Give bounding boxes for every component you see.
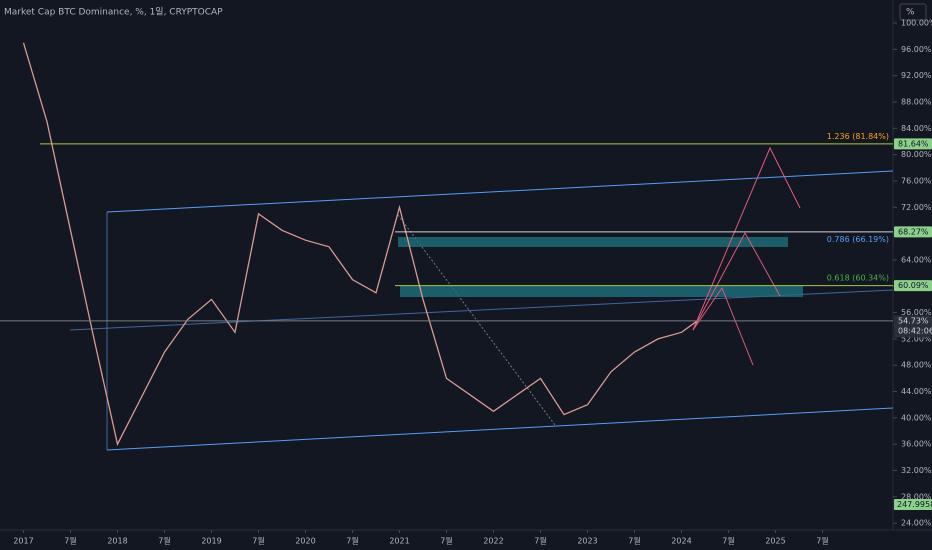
y-tick-label: 24.00% <box>901 519 932 528</box>
fib-label: 0.618 (60.34%) <box>827 274 889 283</box>
x-tick-label: 7월 <box>346 536 358 546</box>
y-tick-label: 80.00% <box>901 150 932 159</box>
scale-button-label[interactable]: % <box>906 8 915 18</box>
x-tick-label: 7월 <box>440 536 452 546</box>
fib-label: 0.786 (66.19%) <box>827 235 889 244</box>
zone <box>400 286 803 297</box>
level-badge <box>894 280 932 292</box>
x-tick-label: 7월 <box>64 536 76 546</box>
zone <box>398 237 788 247</box>
volume-badge <box>894 499 932 510</box>
y-tick-label: 84.00% <box>901 124 932 133</box>
level-badge-label: 81.64% <box>898 139 929 148</box>
volume-label: 247.9958 <box>897 500 932 509</box>
y-tick-label: 40.00% <box>901 413 932 422</box>
x-tick-label: 2018 <box>107 537 127 546</box>
x-tick-label: 7월 <box>252 536 264 546</box>
x-tick-label: 2019 <box>201 537 221 546</box>
price-line <box>22 42 698 447</box>
channel-bottom <box>106 407 894 451</box>
y-tick-label: 96.00% <box>901 45 932 54</box>
drawings <box>69 146 894 451</box>
level-badge-label: 54.73% <box>898 316 929 325</box>
y-tick-label: 72.00% <box>901 203 932 212</box>
scale-button[interactable] <box>899 3 927 21</box>
level-badge <box>894 226 932 238</box>
chart-title: Market Cap BTC Dominance, %, 1일, CRYPTOC… <box>4 7 223 18</box>
countdown: 08:42:06 <box>898 326 932 335</box>
y-tick-label: 44.00% <box>901 387 932 396</box>
x-tick-label: 7월 <box>158 536 170 546</box>
x-tick-label: 7월 <box>628 536 640 546</box>
x-tick-label: 2020 <box>295 537 315 546</box>
x-tick-label: 2023 <box>577 537 597 546</box>
projection <box>692 286 754 366</box>
projection <box>692 146 801 331</box>
x-tick-label: 2021 <box>389 537 409 546</box>
y-tick-label: 100.00% <box>901 19 932 28</box>
y-tick-label: 48.00% <box>901 361 932 370</box>
fib-label: 1.236 (81.84%) <box>827 132 889 141</box>
level-badge <box>894 315 932 338</box>
y-tick-label: 92.00% <box>901 71 932 80</box>
y-tick-label: 36.00% <box>901 440 932 449</box>
projection <box>692 231 781 331</box>
x-tick-label: 2017 <box>13 537 33 546</box>
x-tick-label: 2022 <box>483 537 503 546</box>
channel-top <box>106 170 894 213</box>
level-badge-label: 68.27% <box>898 227 929 236</box>
x-tick-label: 7월 <box>534 536 546 546</box>
y-tick-label: 76.00% <box>901 176 932 185</box>
x-tick-label: 7월 <box>816 536 828 546</box>
level-badge-label: 60.09% <box>898 281 929 290</box>
y-tick-label: 56.00% <box>901 308 932 317</box>
y-tick-label: 64.00% <box>901 255 932 264</box>
x-tick-label: 2024 <box>671 537 691 546</box>
x-tick-label: 2025 <box>765 537 785 546</box>
level-badge <box>894 138 932 150</box>
y-tick-label: 52.00% <box>901 334 932 343</box>
y-tick-label: 28.00% <box>901 492 932 501</box>
y-tick-label: 32.00% <box>901 466 932 475</box>
x-tick-label: 7월 <box>722 536 734 546</box>
y-tick-label: 88.00% <box>901 97 932 106</box>
